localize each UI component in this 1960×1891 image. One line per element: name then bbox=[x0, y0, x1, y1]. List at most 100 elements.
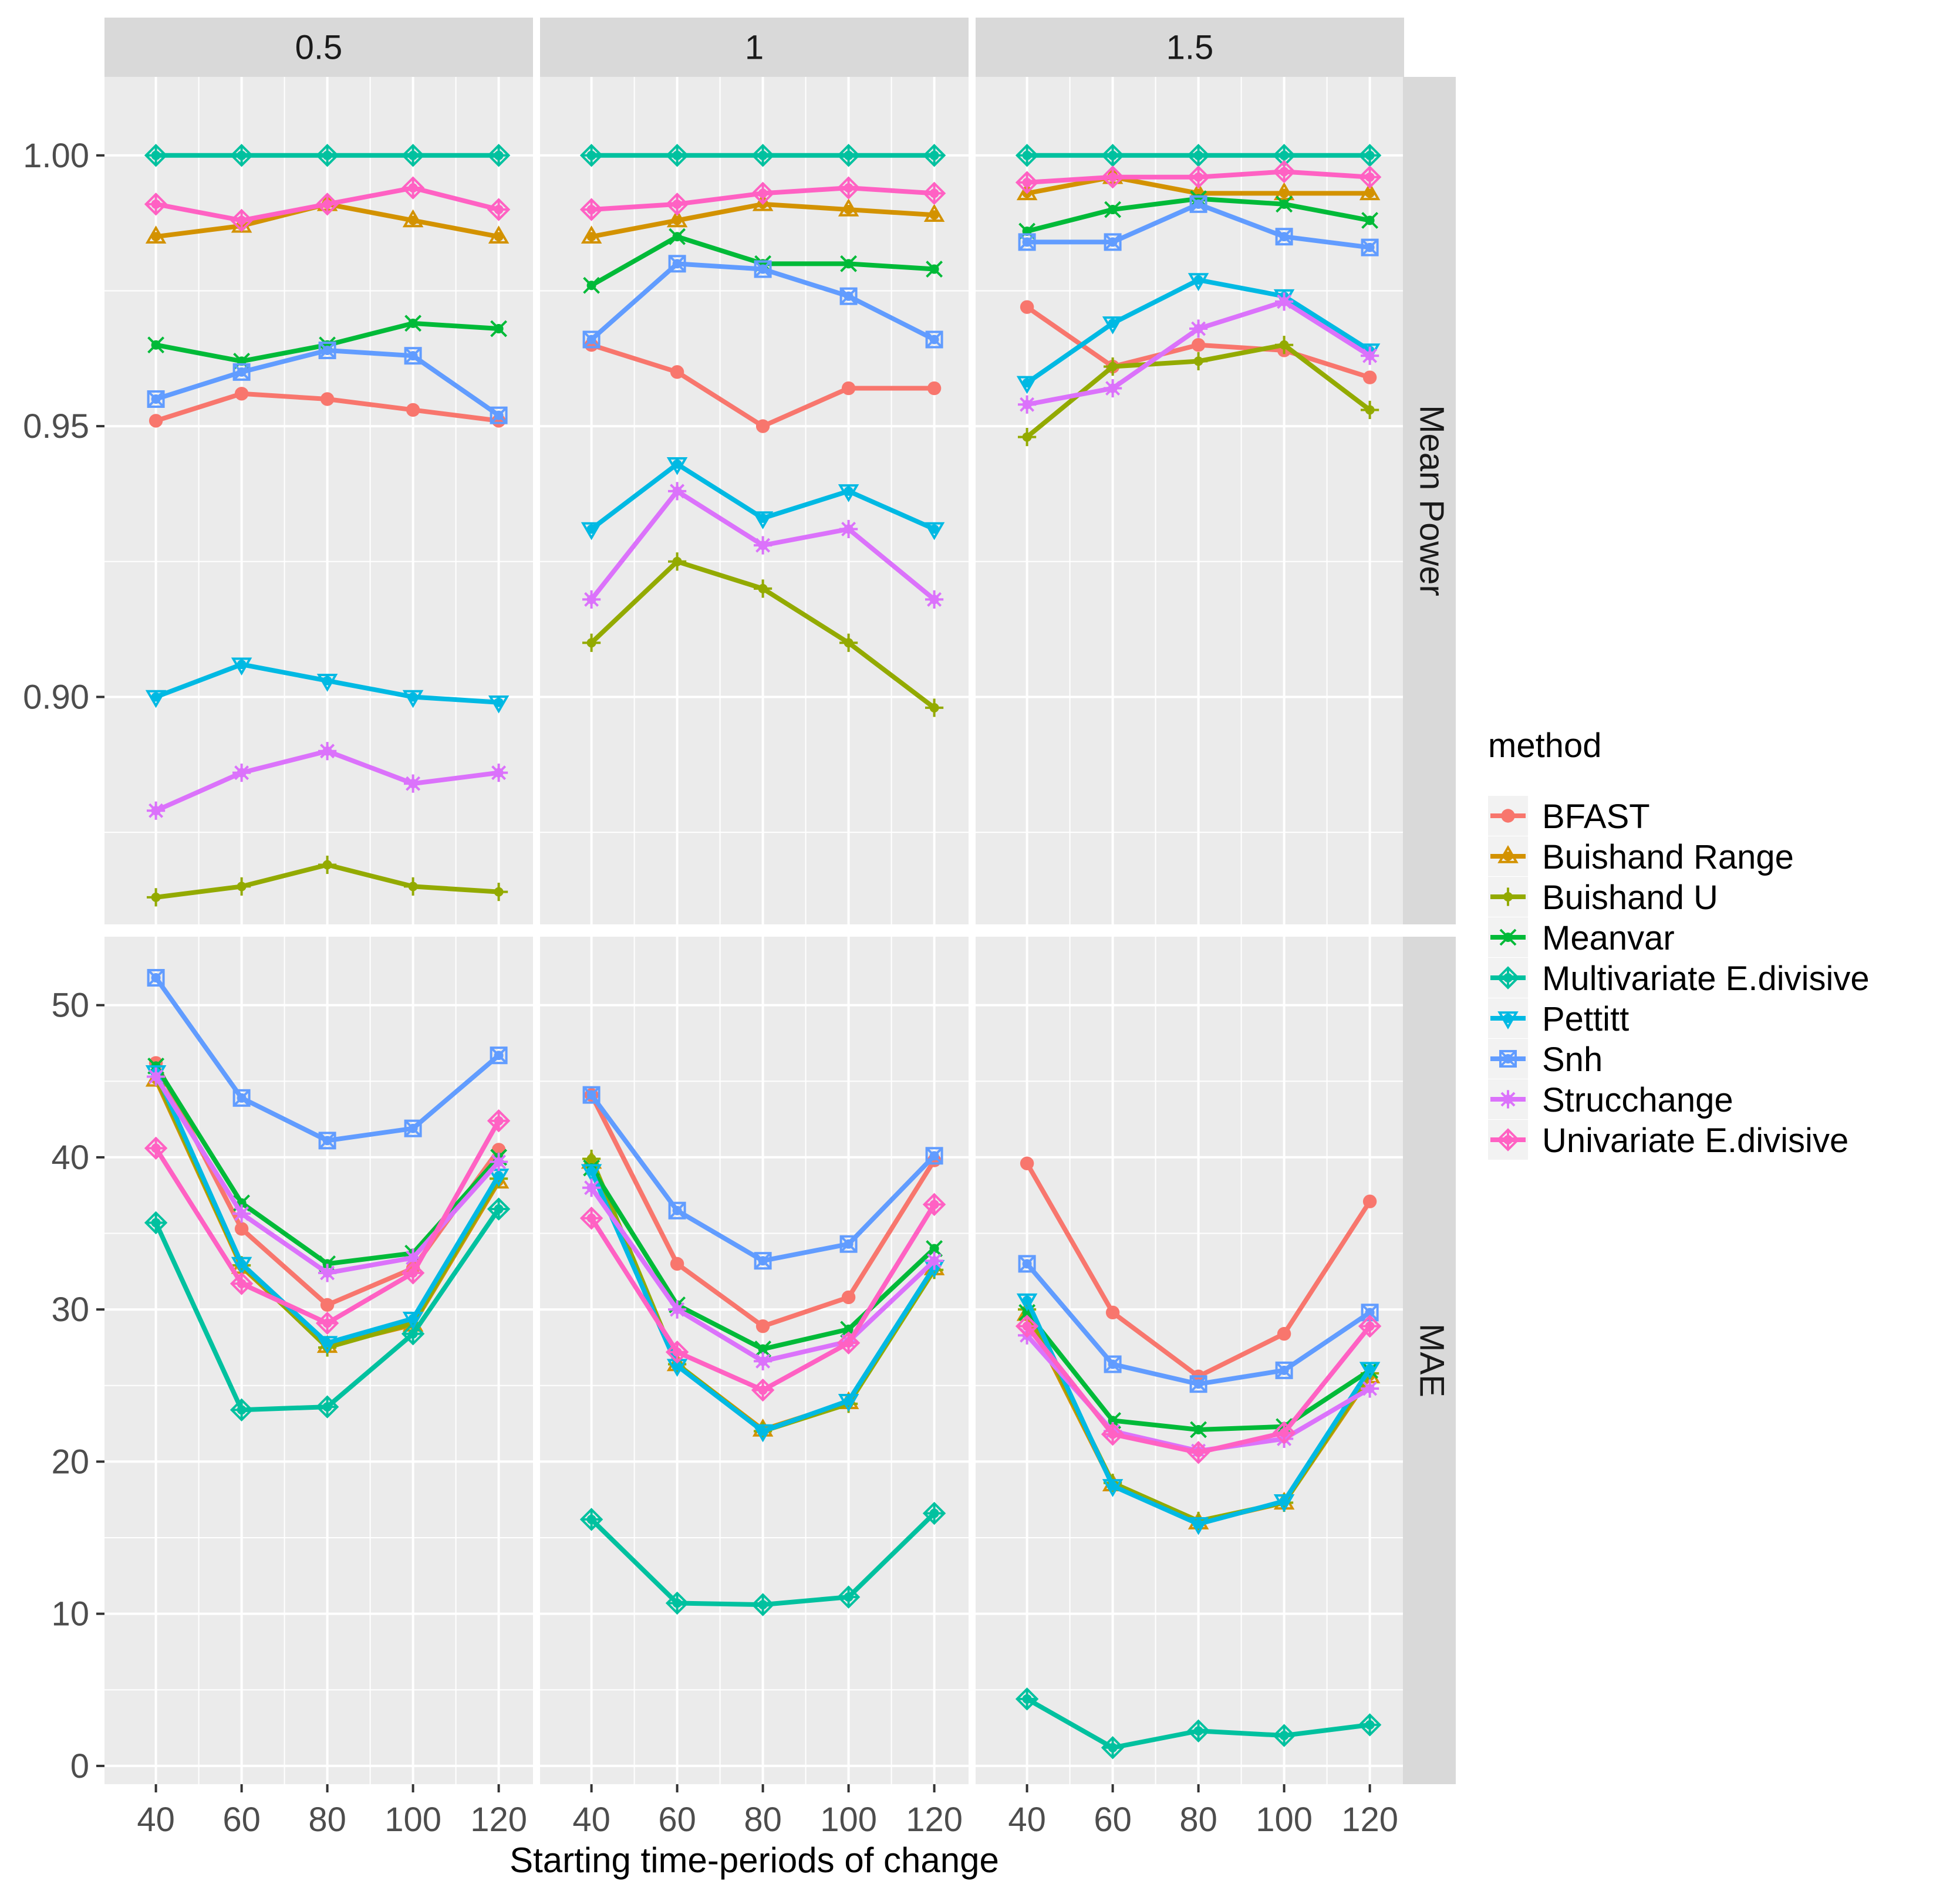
data-point-strucchange-x100 bbox=[839, 519, 858, 539]
facet-strip-background bbox=[976, 18, 1404, 77]
data-point-meanvar-x120 bbox=[1361, 212, 1379, 229]
data-point-multivariate-e-divisive-x60 bbox=[230, 1398, 254, 1421]
marker-dot bbox=[1365, 405, 1375, 415]
data-point-strucchange-x60 bbox=[232, 1204, 251, 1223]
data-point-bfast-x60 bbox=[670, 1257, 684, 1271]
data-point-univariate-e-divisive-x60 bbox=[665, 193, 689, 216]
data-point-bfast-x40 bbox=[1020, 1156, 1034, 1170]
marker-dot bbox=[672, 199, 682, 209]
y-axis-mean-power: 0.90 0.95 1.00 bbox=[23, 137, 104, 716]
data-point-univariate-e-divisive-x40 bbox=[144, 1136, 168, 1160]
marker-dot bbox=[672, 1361, 682, 1371]
data-point-meanvar-x120 bbox=[926, 261, 943, 278]
data-point-bfast-x120 bbox=[1362, 1194, 1377, 1208]
marker-dot bbox=[586, 1183, 596, 1193]
x-axis-1: 40 60 80 100 120 bbox=[572, 1784, 963, 1839]
marker-square bbox=[1018, 1255, 1036, 1273]
marker-dot bbox=[844, 291, 854, 301]
marker-dot bbox=[408, 1329, 418, 1339]
marker-dot bbox=[929, 1200, 939, 1210]
facet-strip-layer: 0.5 1 1.5 Mean Power MAE bbox=[104, 18, 1456, 1784]
data-point-multivariate-e-divisive-x40 bbox=[1015, 144, 1039, 167]
marker-dot bbox=[758, 264, 768, 274]
marker-dot bbox=[844, 1338, 854, 1348]
data-point-strucchange-x120 bbox=[925, 1251, 944, 1270]
marker-dot bbox=[1279, 188, 1289, 198]
marker-dot bbox=[237, 215, 247, 225]
legend-item-snh: Snh bbox=[1488, 1039, 1603, 1079]
marker-square bbox=[668, 255, 686, 273]
marker-square bbox=[839, 287, 858, 305]
legend-label: Pettitt bbox=[1542, 1000, 1629, 1038]
marker-dot bbox=[586, 150, 596, 160]
series-snh bbox=[582, 255, 943, 349]
marker-dot bbox=[1193, 150, 1203, 160]
marker-dot bbox=[1108, 318, 1118, 328]
data-point-meanvar-x120 bbox=[490, 320, 508, 337]
data-point-multivariate-e-divisive-x100 bbox=[836, 144, 861, 167]
data-point-strucchange-x120 bbox=[925, 590, 944, 609]
data-point-pettitt-x80 bbox=[1188, 273, 1209, 291]
legend-label: Multivariate E.divisive bbox=[1542, 960, 1870, 998]
series-buishand-u bbox=[582, 552, 944, 717]
marker-dot bbox=[1365, 351, 1375, 361]
marker-dot bbox=[1193, 1726, 1203, 1736]
panel-mae-0-5 bbox=[104, 937, 533, 1784]
legend-item-buishand-range: Buishand Range bbox=[1488, 836, 1794, 876]
marker-dot bbox=[758, 1426, 768, 1436]
marker-circle bbox=[1277, 1326, 1291, 1341]
data-point-pettitt-x80 bbox=[752, 1424, 774, 1443]
data-point-multivariate-e-divisive-x100 bbox=[836, 1585, 861, 1609]
data-point-strucchange-x80 bbox=[754, 536, 772, 555]
marker-dot bbox=[758, 150, 768, 160]
marker-dot bbox=[408, 318, 418, 328]
marker-dot bbox=[1193, 324, 1203, 334]
marker-dot bbox=[322, 345, 332, 355]
legend-label: Snh bbox=[1542, 1041, 1603, 1079]
data-point-univariate-e-divisive-x60 bbox=[1101, 165, 1125, 189]
marker-dot bbox=[844, 638, 854, 648]
marker-dot bbox=[672, 1598, 682, 1608]
series-layer bbox=[579, 144, 946, 717]
data-point-univariate-e-divisive-x60 bbox=[1101, 1423, 1125, 1446]
marker-circle bbox=[841, 1290, 856, 1305]
data-point-multivariate-e-divisive-x120 bbox=[1358, 144, 1382, 167]
marker-dot bbox=[844, 259, 854, 269]
marker-dot bbox=[1193, 356, 1203, 366]
data-point-pettitt-x120 bbox=[1359, 1362, 1381, 1380]
legend-label: Univariate E.divisive bbox=[1542, 1122, 1848, 1160]
marker-dot bbox=[151, 1143, 161, 1153]
series-univariate-e-divisive bbox=[579, 176, 946, 221]
marker-dot bbox=[322, 1318, 332, 1328]
marker-dot bbox=[1503, 1054, 1513, 1063]
legend-key-marker bbox=[1499, 887, 1517, 906]
marker-square bbox=[147, 390, 165, 408]
x-tick-label: 100 bbox=[384, 1801, 441, 1839]
data-point-univariate-e-divisive-x40 bbox=[579, 1206, 603, 1230]
marker-dot bbox=[408, 1268, 418, 1278]
marker-square bbox=[1499, 1050, 1517, 1068]
legend-label: Meanvar bbox=[1542, 919, 1675, 957]
marker-circle bbox=[927, 381, 942, 396]
data-point-univariate-e-divisive-x100 bbox=[836, 1331, 861, 1355]
data-point-snh-x60 bbox=[232, 1089, 251, 1107]
data-point-multivariate-e-divisive-x100 bbox=[401, 144, 425, 167]
series-univariate-e-divisive bbox=[144, 176, 511, 232]
marker-dot bbox=[408, 692, 418, 702]
data-point-snh-x40 bbox=[582, 1086, 601, 1104]
marker-dot bbox=[844, 486, 854, 496]
marker-dot bbox=[1108, 150, 1118, 160]
marker-dot bbox=[672, 1205, 682, 1215]
marker-circle bbox=[1020, 300, 1034, 314]
data-point-univariate-e-divisive-x60 bbox=[230, 1272, 254, 1295]
y-tick-label: 30 bbox=[51, 1291, 89, 1329]
data-point-buishand-range-x40 bbox=[581, 225, 602, 244]
marker-dot bbox=[586, 1166, 596, 1176]
marker-circle bbox=[234, 1222, 249, 1236]
marker-dot bbox=[408, 1123, 418, 1133]
data-point-multivariate-e-divisive-x40 bbox=[144, 1211, 168, 1235]
data-point-snh-x100 bbox=[1275, 228, 1293, 246]
data-point-buishand-range-x40 bbox=[145, 225, 167, 244]
facet-strip-1-5: 1.5 bbox=[976, 18, 1404, 77]
legend-key-marker bbox=[1497, 1011, 1519, 1029]
